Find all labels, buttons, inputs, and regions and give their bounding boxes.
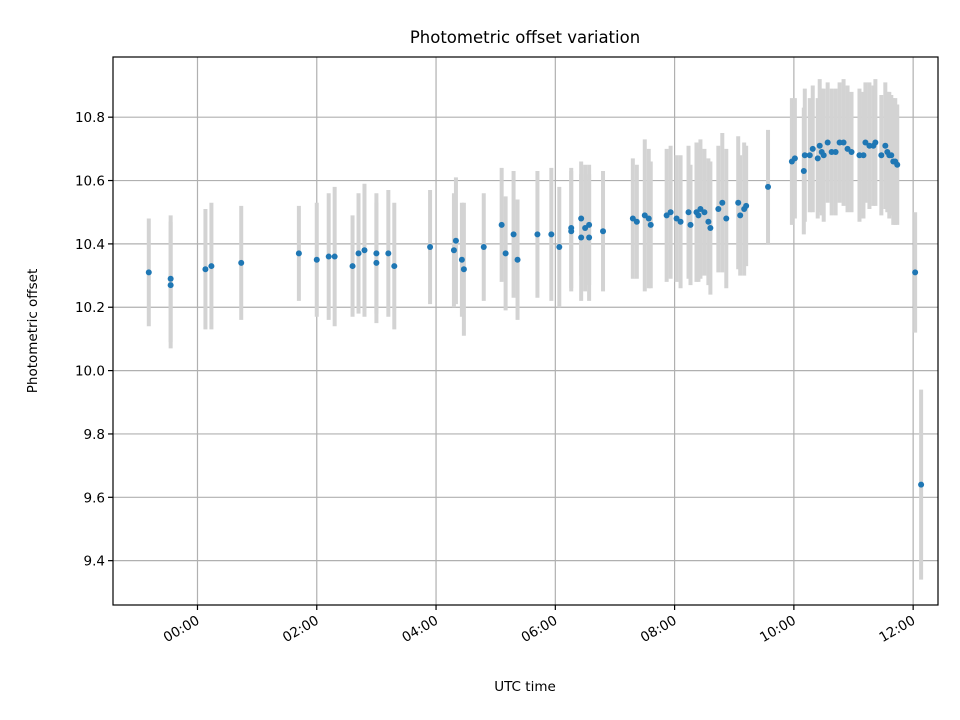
x-tick-label: 00:00 [161,613,203,646]
data-point [705,218,712,225]
data-point [556,244,563,251]
data-point [633,218,640,225]
data-point [888,152,895,159]
data-point [427,244,434,251]
data-point [872,139,879,146]
data-point [743,202,750,209]
data-point [313,256,320,263]
data-point [167,282,174,289]
data-point [848,149,855,156]
data-point [548,231,555,238]
data-point [824,139,831,146]
data-point [687,221,694,228]
data-point [801,152,808,159]
data-point [645,215,652,222]
data-point [737,212,744,219]
data-point [586,234,593,241]
data-point [715,206,722,213]
data-point [325,253,332,260]
data-point [832,149,839,156]
y-tick-label: 10.0 [75,364,105,380]
data-point [361,247,368,254]
data-point [202,266,209,273]
data-point [723,215,730,222]
x-axis-label: UTC time [494,679,556,695]
data-point [685,209,692,216]
x-tick-label: 12:00 [876,613,918,646]
data-point [667,209,674,216]
y-tick-label: 10.8 [75,110,105,126]
data-point [586,221,593,228]
data-point [814,155,821,162]
data-point [701,209,708,216]
data-point [820,152,827,159]
data-point [355,250,362,257]
data-point [578,234,585,241]
data-point [498,221,505,228]
data-point [578,215,585,222]
data-point [809,145,816,152]
data-point [840,139,847,146]
x-tick-label: 02:00 [280,613,322,646]
data-point [695,212,702,219]
data-point [806,152,813,159]
data-point [647,221,654,228]
data-point [765,183,772,190]
data-point [385,250,392,257]
data-point [502,250,509,257]
x-tick-label: 10:00 [757,613,799,646]
data-point [167,275,174,282]
data-point [882,142,889,149]
data-point [208,263,215,270]
data-point [719,199,726,206]
data-point [894,161,901,168]
data-point [707,225,714,232]
x-tick-label: 08:00 [638,613,680,646]
data-point [791,155,798,162]
y-tick-label: 10.4 [75,237,105,253]
data-point [568,228,575,235]
data-point [145,269,152,276]
x-tick-label: 04:00 [399,613,441,646]
data-point [450,247,457,254]
data-point [238,259,245,266]
y-axis-label: Photometric offset [25,269,41,393]
data-point [373,250,380,257]
y-tick-label: 10.6 [75,174,105,190]
data-point [816,142,823,149]
data-point [600,228,607,235]
data-point [458,256,465,263]
data-point [514,256,521,263]
data-point [918,481,925,488]
y-tick-label: 9.8 [84,427,105,443]
data-point [391,263,398,270]
data-point [800,168,807,175]
data-point [349,263,356,270]
data-point [331,253,338,260]
data-point [452,237,459,244]
x-tick-label: 06:00 [519,613,561,646]
data-point [860,152,867,159]
y-tick-label: 9.4 [84,554,105,570]
point-layer [145,139,925,488]
data-point [878,152,885,159]
y-tick-label: 9.6 [84,490,105,506]
data-point [735,199,742,206]
data-point [510,231,517,238]
plot-frame [112,56,939,606]
y-tick-label: 10.2 [75,300,105,316]
data-point [480,244,487,251]
chart-title: Photometric offset variation [410,28,640,47]
data-point [912,269,919,276]
data-point [534,231,541,238]
data-point [373,259,380,266]
data-point [295,250,302,257]
data-point [677,218,684,225]
data-point [460,266,467,273]
